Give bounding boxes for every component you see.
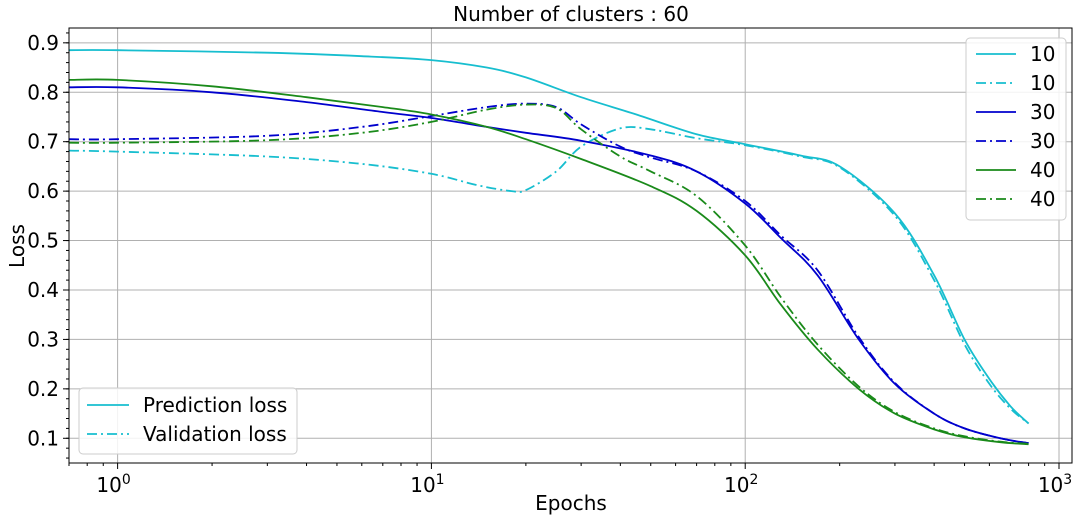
y-tick-label: 0.7 [27,130,59,154]
x-axis-ticks: 100 101 102 103 [96,463,1072,497]
x-tick-label: 103 [1038,472,1072,497]
y-tick-label: 0.6 [27,179,59,203]
series-line-10-solid [68,49,1030,425]
y-tick-label: 0.9 [27,31,59,55]
legend-series-label: 10 [1030,71,1055,95]
legend-series-label: 40 [1030,158,1055,182]
y-tick-label: 0.1 [27,426,59,450]
y-tick-label: 0.4 [27,278,59,302]
y-axis-label: Loss [5,224,29,268]
series-line-40-dashdot [68,103,1029,445]
x-tick-label: 102 [724,472,758,497]
series-line-30-solid [68,86,1029,445]
legend-series-label: 40 [1030,187,1055,211]
chart-title: Number of clusters : 60 [453,2,689,26]
legend-style-label: Validation loss [143,422,287,446]
x-axis-label: Epochs [535,491,607,515]
series-layer [68,49,1030,446]
y-tick-label: 0.8 [27,80,59,104]
legend-series: 10 10 30 30 40 40 [965,37,1067,221]
legend-series-label: 10 [1030,42,1055,66]
y-tick-label: 0.2 [27,377,59,401]
legend-series-label: 30 [1030,129,1055,153]
y-axis-ticks: 0.1 0.2 0.3 0.4 0.5 0.6 0.7 0.8 0.9 [27,31,69,450]
series-line-10-dashdot [68,126,1030,425]
y-tick-label: 0.3 [27,327,59,351]
series-line-40-solid [68,78,1029,446]
series-line-30-dashdot [68,102,1029,445]
y-tick-label: 0.5 [27,229,59,253]
legend-series-label: 30 [1030,100,1055,124]
plot-area-frame [68,27,1073,464]
x-tick-label: 101 [410,472,444,497]
legend-style: Prediction loss Validation loss [78,387,298,455]
legend-style-label: Prediction loss [143,393,287,417]
x-tick-label: 100 [96,472,130,497]
legend-style-frame [78,387,298,455]
